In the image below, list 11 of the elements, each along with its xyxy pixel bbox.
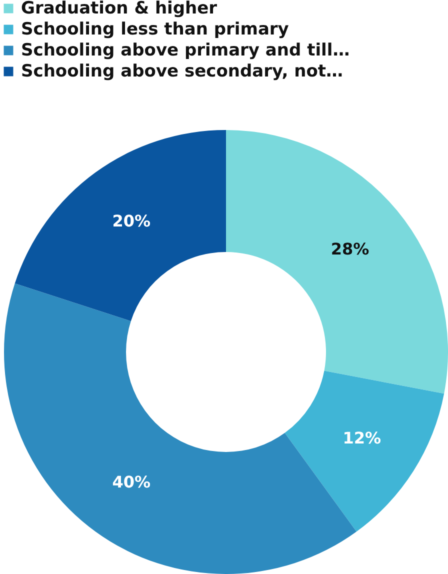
legend-label: Schooling above primary and till… [21, 40, 350, 60]
legend-label: Graduation & higher [21, 0, 218, 18]
legend-label: Schooling above secondary, not… [21, 62, 344, 82]
donut-slice [226, 130, 448, 394]
data-label: 28% [330, 239, 370, 258]
data-label: 12% [342, 428, 382, 448]
donut-slice [284, 370, 444, 532]
legend-label: Schooling less than primary [21, 20, 289, 40]
donut-slice [14, 130, 226, 322]
data-label: 40% [112, 472, 151, 492]
data-label: 20% [112, 212, 151, 231]
